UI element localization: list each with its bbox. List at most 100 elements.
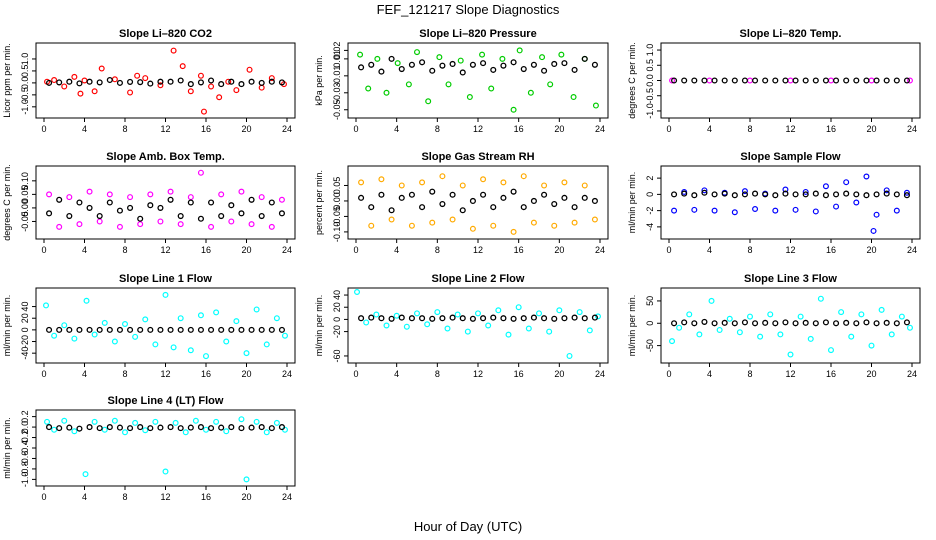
x-tick-label: 20 [554,369,564,379]
hourly-slope-point [368,314,375,321]
y-tick-label: 0.2 [20,410,30,423]
hourly-slope-point [782,77,789,84]
x-tick-label: 16 [201,492,211,502]
x-tick-label: 4 [707,245,712,255]
raw-slope-point [686,311,693,318]
hourly-slope-point [388,55,395,62]
raw-slope-point [197,169,204,176]
x-tick-label: 20 [554,124,564,134]
panel-ylabel: kPa per min. [314,55,324,106]
hourly-slope-point [812,320,819,327]
raw-slope-point [888,331,895,338]
x-tick-label: 0 [41,245,46,255]
y-tick-label: 0.10 [20,172,30,190]
y-tick-label: 0.0 [20,77,30,90]
hourly-slope-point [46,424,53,431]
hourly-slope-point [76,326,83,333]
raw-slope-point [592,102,599,109]
hourly-slope-point [268,425,275,432]
raw-slope-point [246,66,253,73]
x-tick-label: 8 [122,245,127,255]
raw-slope-point [248,221,255,228]
hourly-slope-point [691,192,698,199]
hourly-slope-point [358,194,365,201]
raw-slope-point [98,65,105,72]
hourly-slope-point [843,77,850,84]
raw-slope-point [101,426,108,433]
hourly-slope-point [208,77,215,84]
y-tick-label: -40 [20,347,30,360]
figure-xlabel: Hour of Day (UTC) [414,519,522,534]
hourly-slope-point [863,319,870,326]
hourly-slope-point [459,315,466,322]
hourly-slope-point [711,191,718,198]
x-tick-label: 16 [826,369,836,379]
raw-slope-point [243,476,250,483]
hourly-slope-point [96,425,103,432]
raw-slope-point [91,418,98,425]
x-tick-label: 0 [353,124,358,134]
x-tick-label: 20 [866,369,876,379]
hourly-slope-point [66,424,73,431]
raw-slope-point [77,90,84,97]
hourly-slope-point [358,64,365,71]
raw-slope-point [127,194,134,201]
raw-slope-point [403,323,410,330]
hourly-slope-point [157,78,164,85]
scatter-panel: Slope Amb. Box Temp. degrees C per min. 0 4… [2,151,296,255]
hourly-slope-point [581,315,588,322]
raw-slope-point [111,417,118,424]
raw-slope-point [383,322,390,329]
raw-slope-point [142,75,149,82]
raw-slope-point [741,188,748,195]
y-tick-label: -0.5 [645,88,655,104]
raw-slope-point [91,331,98,338]
raw-slope-point [571,219,578,226]
raw-slope-point [83,297,90,304]
x-tick-label: 8 [435,245,440,255]
raw-slope-point [132,333,139,340]
x-tick-label: 20 [554,245,564,255]
hourly-slope-point [147,80,154,87]
hourly-slope-point [157,204,164,211]
hourly-slope-point [258,424,265,431]
raw-slope-point [873,211,880,218]
hourly-slope-point [741,77,748,84]
hourly-slope-point [429,188,436,195]
raw-slope-point [363,319,370,326]
y-tick-label: -0.8 [20,461,30,477]
raw-slope-point [101,319,108,326]
raw-slope-point [152,418,159,425]
hourly-slope-point [208,326,215,333]
raw-slope-point [408,222,415,229]
raw-slope-point [253,306,260,313]
x-tick-label: 16 [826,245,836,255]
raw-slope-point [233,87,240,94]
hourly-slope-point [76,425,83,432]
x-tick-label: 0 [41,124,46,134]
raw-slope-point [86,188,93,195]
x-tick-label: 20 [241,492,251,502]
hourly-slope-point [581,55,588,62]
x-tick-label: 12 [160,124,170,134]
raw-slope-point [170,47,177,54]
raw-slope-point [878,306,885,313]
hourly-slope-point [66,212,73,220]
raw-slope-point [419,179,426,186]
x-tick-label: 8 [747,124,752,134]
raw-slope-point [558,51,565,58]
hourly-slope-point [147,202,154,209]
hourly-slope-point [258,326,265,333]
y-tick-label: -0.2 [20,430,30,446]
hourly-slope-point [368,204,375,211]
raw-slope-point [539,54,546,61]
hourly-slope-point [691,320,698,327]
raw-slope-point [121,321,128,328]
hourly-slope-point [116,326,123,333]
hourly-slope-point [56,425,63,432]
raw-slope-point [439,173,446,180]
raw-slope-point [179,63,186,70]
hourly-slope-point [500,315,507,322]
hourly-slope-point [167,196,174,203]
hourly-slope-point [439,315,446,322]
